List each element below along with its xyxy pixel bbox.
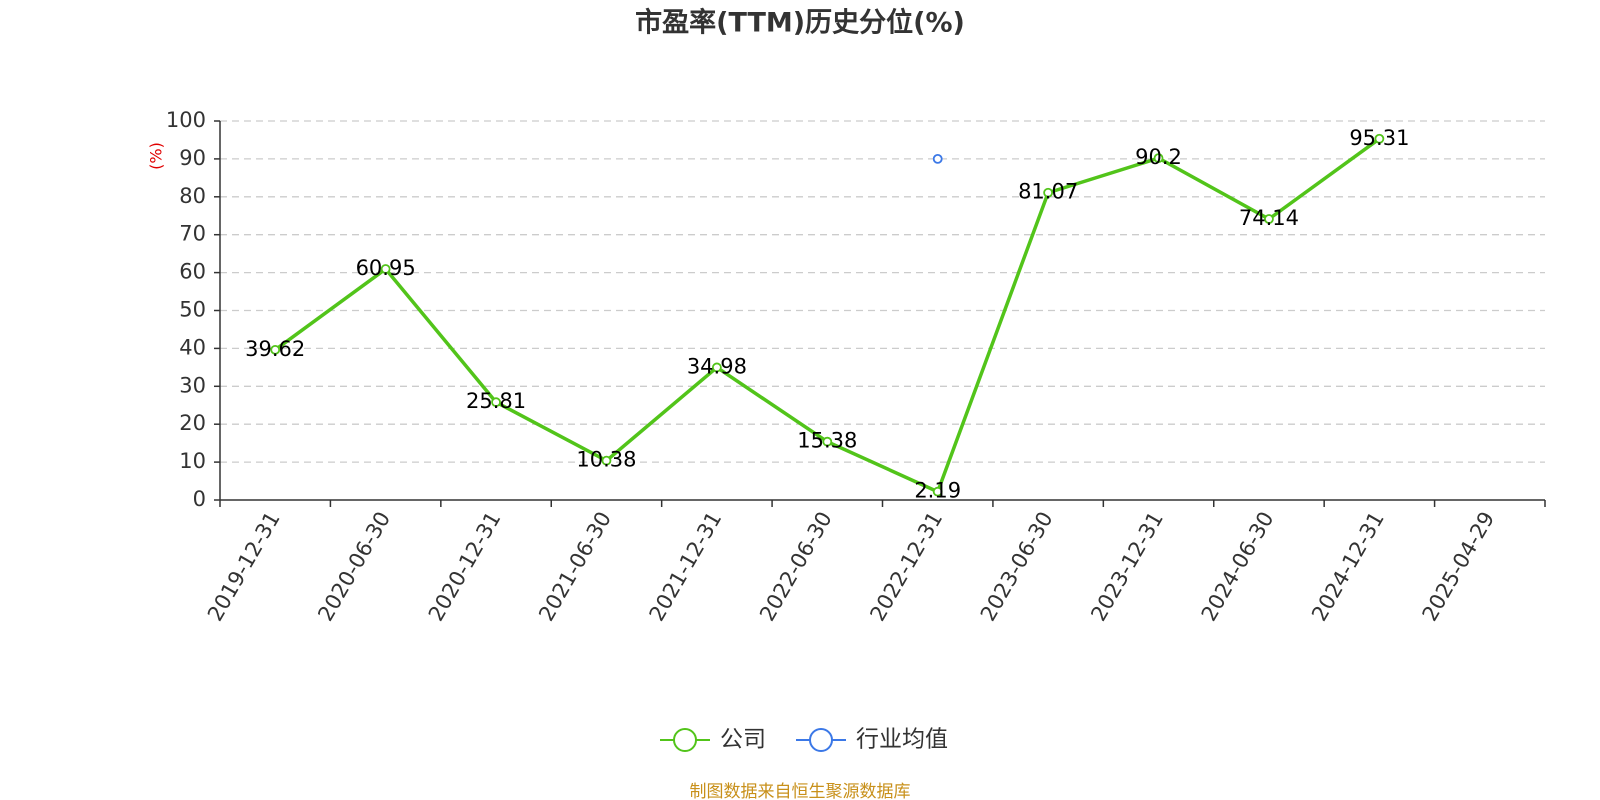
x-tick-label: 2023-06-30 (976, 508, 1058, 626)
data-point (1374, 133, 1385, 144)
data-point (1264, 214, 1274, 224)
y-tick-label: 10 (179, 449, 206, 473)
legend-icon (809, 728, 833, 752)
data-label: 90.2 (1135, 145, 1182, 169)
y-tick-label: 30 (179, 373, 206, 397)
y-tick-label: 70 (179, 222, 206, 246)
data-point (711, 362, 722, 373)
x-tick-label: 2022-12-31 (865, 507, 947, 625)
data-label: 81.07 (1018, 180, 1078, 204)
data-point (932, 153, 943, 164)
legend-label: 公司 (720, 727, 766, 753)
data-label: 10.38 (576, 448, 636, 472)
y-axis-label: (%) (147, 142, 166, 170)
chart-title: 市盈率(TTM)历史分位(%) (635, 7, 965, 39)
x-tick-label: 2021-12-31 (645, 508, 727, 626)
y-tick-label: 20 (179, 411, 206, 435)
x-tick-label: 2020-12-31 (424, 507, 506, 625)
x-tick-label: 2024-12-31 (1307, 508, 1389, 626)
y-tick-label: 40 (179, 335, 206, 359)
data-label: 39.62 (245, 337, 305, 361)
y-tick-label: 80 (179, 184, 206, 208)
data-point (270, 344, 281, 355)
data-point (491, 397, 501, 408)
data-point (601, 455, 612, 466)
y-tick-label: 60 (179, 260, 206, 284)
y-tick-label: 0 (193, 487, 206, 511)
data-point (1153, 153, 1164, 164)
data-label: 25.81 (466, 389, 526, 413)
data-label: 60.95 (356, 256, 416, 280)
x-tick-label: 2020-06-30 (313, 508, 395, 626)
data-point (932, 486, 943, 497)
data-point (380, 264, 391, 274)
x-tick-label: 2023-12-31 (1086, 508, 1168, 626)
x-tick-label: 2022-06-30 (755, 508, 837, 626)
data-label: 2.19 (914, 479, 961, 503)
y-tick-label: 50 (179, 298, 206, 322)
data-point (1043, 187, 1054, 198)
data-label: 15.38 (797, 429, 857, 453)
data-label: 34.98 (687, 354, 747, 378)
data-point (822, 436, 833, 447)
y-tick-label: 100 (166, 108, 206, 132)
data-label: 95.31 (1349, 126, 1409, 150)
footer: 制图数据来自恒生聚源数据库 (690, 782, 911, 800)
data-label: 74.14 (1239, 206, 1299, 230)
x-tick-label: 2021-06-30 (534, 508, 616, 626)
y-tick-label: 90 (179, 146, 206, 170)
x-tick-label: 2025-04-29 (1418, 508, 1500, 626)
legend-label: 行业均值 (856, 727, 948, 753)
x-tick-label: 2019-12-31 (203, 508, 285, 626)
legend-icon (673, 728, 697, 752)
x-tick-label: 2024-06-30 (1197, 508, 1279, 626)
